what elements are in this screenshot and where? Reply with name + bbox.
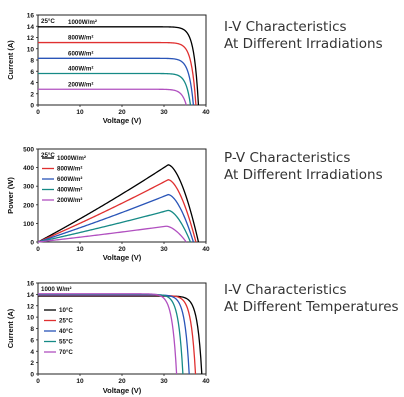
legend-label: 200W/m² (68, 81, 93, 88)
y-tick-label: 14 (27, 292, 35, 299)
chart-annotation: 25°C (41, 152, 55, 159)
y-tick-label: 0 (30, 372, 34, 379)
x-tick-label: 0 (36, 378, 40, 385)
y-axis-label: Current (A) (6, 308, 15, 348)
y-tick-label: 4 (30, 80, 34, 87)
caption-line-2: At Different Temperatures (224, 299, 399, 315)
y-tick-label: 6 (30, 337, 34, 344)
series-line (38, 293, 178, 375)
x-tick-label: 0 (36, 246, 40, 253)
legend-label: 800W/m² (57, 166, 82, 173)
iv-irradiation-panel: 0 2 4 6 8 10 12 14 16 0 10 20 30 40 Voltage (V) Current… (0, 0, 404, 130)
y-tick-label: 0 (30, 103, 34, 110)
pv-irradiation-caption: P-V Characteristics At Different Irradia… (224, 150, 383, 184)
x-tick-label: 10 (76, 378, 84, 385)
iv-temperature-chart: 0 2 4 6 8 10 12 14 16 0 10 20 30 40 Voltage (V) Current… (6, 281, 210, 396)
y-tick-label: 12 (27, 303, 35, 310)
y-tick-label: 10 (27, 46, 35, 53)
y-tick-label: 2 (30, 91, 34, 98)
legend-label: 55°C (59, 339, 73, 346)
legend-label: 25°C (59, 318, 73, 325)
y-tick-label: 200 (23, 202, 34, 209)
y-tick-label: 6 (30, 69, 34, 76)
x-axis-label: Voltage (V) (103, 253, 142, 262)
caption-line-1: I-V Characteristics (224, 19, 347, 35)
x-tick-label: 20 (118, 378, 126, 385)
y-tick-label: 16 (27, 281, 35, 288)
y-tick-label: 8 (30, 326, 34, 333)
pv-irradiation-panel: 0 100 200 300 400 500 0 10 20 30 40 Voltage (V) Powe… (0, 138, 404, 268)
chart-annotation: 1000 W/m² (41, 286, 72, 293)
legend-label: 10°C (59, 307, 73, 314)
legend-label: 40°C (59, 328, 73, 335)
legend-label: 400W/m² (57, 187, 82, 194)
iv-temperature-caption: I-V Characteristics At Different Tempera… (224, 282, 399, 316)
series-line (38, 88, 187, 106)
caption-line-1: I-V Characteristics (224, 282, 347, 298)
legend-label: 70°C (59, 349, 73, 356)
x-tick-label: 40 (202, 378, 210, 385)
iv-temperature-panel: 0 2 4 6 8 10 12 14 16 0 10 20 30 40 Voltage (V) Current… (0, 274, 404, 397)
x-tick-label: 40 (202, 109, 210, 116)
y-tick-label: 500 (23, 147, 34, 154)
y-tick-label: 300 (23, 184, 34, 191)
legend-label: 800W/m² (68, 35, 93, 42)
series-line (38, 57, 195, 106)
series-line (37, 193, 195, 243)
y-tick-label: 0 (30, 240, 34, 247)
x-tick-label: 30 (160, 378, 168, 385)
y-tick-label: 2 (30, 360, 34, 367)
series-line (38, 72, 192, 106)
x-axis-label: Voltage (V) (103, 386, 142, 395)
legend-label: 400W/m² (68, 66, 93, 73)
x-tick-label: 10 (76, 246, 84, 253)
legend-label: 200W/m² (57, 197, 82, 204)
y-tick-label: 10 (27, 315, 35, 322)
y-tick-label: 100 (23, 221, 34, 228)
series-line (37, 225, 187, 243)
series-line (38, 26, 200, 106)
x-tick-label: 30 (160, 109, 168, 116)
y-tick-label: 16 (27, 13, 35, 20)
legend-label: 600W/m² (57, 176, 82, 183)
y-tick-label: 12 (27, 35, 35, 42)
series-line (37, 209, 192, 243)
y-tick-label: 14 (27, 24, 35, 31)
y-tick-label: 8 (30, 58, 34, 65)
x-tick-label: 10 (76, 109, 84, 116)
x-tick-label: 20 (118, 246, 126, 253)
caption-line-2: At Different Irradiations (224, 167, 383, 183)
series-line (37, 179, 197, 243)
caption-line-2: At Different Irradiations (224, 36, 383, 52)
legend-label: 600W/m² (68, 50, 93, 57)
x-tick-label: 30 (160, 246, 168, 253)
x-tick-label: 40 (202, 246, 210, 253)
iv-irradiation-chart: 0 2 4 6 8 10 12 14 16 0 10 20 30 40 Voltage (V) Current… (6, 13, 210, 126)
x-tick-label: 0 (36, 109, 40, 116)
y-axis-label: Power (W) (6, 177, 15, 214)
legend-label: 1000W/m² (68, 19, 97, 26)
x-tick-label: 20 (118, 109, 126, 116)
pv-irradiation-chart: 0 100 200 300 400 500 0 10 20 30 40 Voltage (V) Powe… (6, 147, 210, 263)
iv-irradiation-caption: I-V Characteristics At Different Irradia… (224, 19, 383, 53)
series-line (38, 41, 197, 106)
y-tick-label: 4 (30, 349, 34, 356)
chart-annotation: 25°C (41, 18, 55, 25)
legend-label: 1000W/m² (57, 155, 86, 162)
caption-line-1: P-V Characteristics (224, 150, 351, 166)
series-line (37, 164, 200, 243)
y-axis-label: Current (A) (6, 40, 15, 80)
x-axis-label: Voltage (V) (103, 116, 142, 125)
y-tick-label: 400 (23, 165, 34, 172)
